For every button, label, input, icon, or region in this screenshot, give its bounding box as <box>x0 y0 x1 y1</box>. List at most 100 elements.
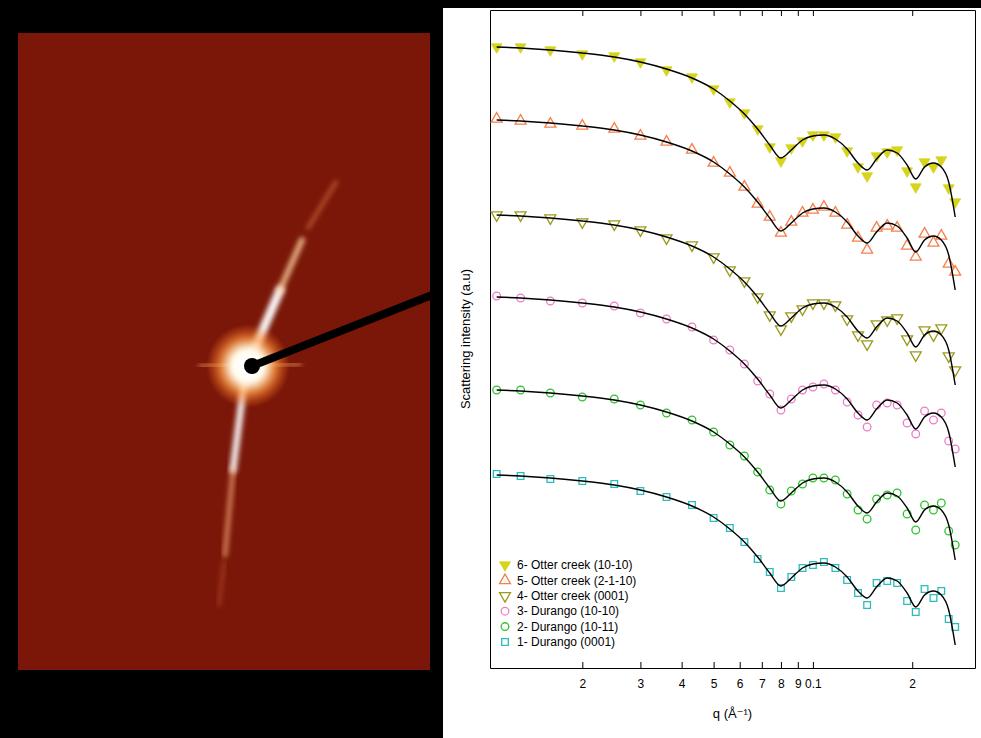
data-point <box>937 409 945 417</box>
figure: 234567890.12q (Å⁻¹)Scattering intensity … <box>0 0 981 738</box>
data-point <box>921 407 929 415</box>
plot-area <box>491 44 961 645</box>
legend-label: 5- Otter creek (2-1-10) <box>517 574 636 588</box>
tick <box>582 10 583 16</box>
data-point <box>912 609 919 616</box>
tick-mark <box>714 662 715 668</box>
data-point <box>491 212 502 221</box>
y-axis-right-line <box>975 11 976 669</box>
tick-mark <box>582 10 583 16</box>
data-point <box>517 386 525 394</box>
tick-mark <box>912 10 913 16</box>
data-point <box>545 47 556 56</box>
data-point <box>943 353 954 362</box>
tick-mark <box>640 662 641 668</box>
tick: 7 <box>759 662 766 691</box>
data-point <box>910 184 921 193</box>
data-point <box>862 244 873 253</box>
data-point <box>818 132 829 141</box>
data-point <box>491 44 502 53</box>
tick-mark <box>582 662 583 668</box>
data-point <box>493 292 501 300</box>
fit-line <box>497 215 956 385</box>
tick-mark <box>740 662 741 668</box>
detector-image <box>18 33 430 670</box>
data-point <box>854 506 862 514</box>
tick: 8 <box>778 662 785 691</box>
data-point <box>863 423 871 431</box>
chart-panel <box>443 8 981 738</box>
data-point <box>928 237 939 246</box>
diffraction-streak <box>308 182 336 228</box>
beam-glow <box>206 324 290 408</box>
data-point <box>741 452 749 460</box>
tick-label: 7 <box>759 677 766 691</box>
x-axis-top <box>491 10 976 16</box>
legend-marker <box>501 623 509 631</box>
data-point <box>862 341 873 350</box>
data-point <box>853 164 864 173</box>
legend-label: 4- Otter creek (0001) <box>517 589 628 603</box>
data-point <box>930 595 937 602</box>
legend-label: 2- Durango (10-11) <box>517 620 618 634</box>
tick: 4 <box>679 662 686 691</box>
tick-mark <box>912 662 913 668</box>
legend: 6- Otter creek (10-10)5- Otter creek (2-… <box>500 558 637 649</box>
tick: 2 <box>579 662 586 691</box>
series <box>491 44 961 208</box>
tick-mark <box>798 662 799 668</box>
tick-label: 3 <box>638 677 645 691</box>
legend-marker <box>500 574 511 583</box>
tick-mark <box>798 10 799 16</box>
data-point <box>928 332 939 341</box>
tick <box>781 10 782 16</box>
x-axis-top-line <box>491 10 976 11</box>
tick-label: 4 <box>679 677 686 691</box>
tick-label: 9 <box>795 677 802 691</box>
tick <box>762 10 763 16</box>
legend-label: 3- Durango (10-10) <box>517 604 619 618</box>
data-point <box>930 506 938 514</box>
tick-mark <box>762 10 763 16</box>
legend-marker <box>501 607 509 615</box>
series <box>493 292 959 453</box>
legend-marker <box>500 562 511 571</box>
data-point <box>936 157 947 166</box>
data-point <box>739 181 750 190</box>
data-point <box>820 380 828 388</box>
tick <box>798 10 799 16</box>
legend-label: 1- Durango (0001) <box>517 635 615 649</box>
data-point <box>493 471 500 478</box>
background <box>0 0 981 738</box>
fit-line <box>497 120 956 290</box>
fit-line <box>497 47 956 217</box>
tick <box>682 10 683 16</box>
tick <box>714 10 715 16</box>
tick-label: 6 <box>737 677 744 691</box>
data-point <box>863 515 871 523</box>
data-point <box>919 228 930 237</box>
data-point <box>930 416 938 424</box>
data-point <box>912 430 920 438</box>
y-axis-line <box>490 11 491 669</box>
tick-label: 0.1 <box>805 677 822 691</box>
tick-mark <box>682 662 683 668</box>
tick-label: 8 <box>778 677 785 691</box>
y-axis-title: Scattering intensity (a.u) <box>458 269 473 409</box>
tick-mark <box>740 10 741 16</box>
data-point <box>862 173 873 182</box>
legend-marker <box>502 639 509 646</box>
data-point <box>545 215 556 224</box>
tick-label: 2 <box>909 677 916 691</box>
tick-mark <box>813 662 814 668</box>
tick-mark <box>714 10 715 16</box>
data-point <box>943 185 954 194</box>
diffraction-streak <box>280 240 302 290</box>
tick <box>813 10 814 16</box>
data-point <box>578 393 586 401</box>
tick: 2 <box>909 662 916 691</box>
data-point <box>821 559 828 566</box>
tick-mark <box>640 10 641 16</box>
data-point <box>950 367 961 376</box>
tick-label: 5 <box>711 677 718 691</box>
